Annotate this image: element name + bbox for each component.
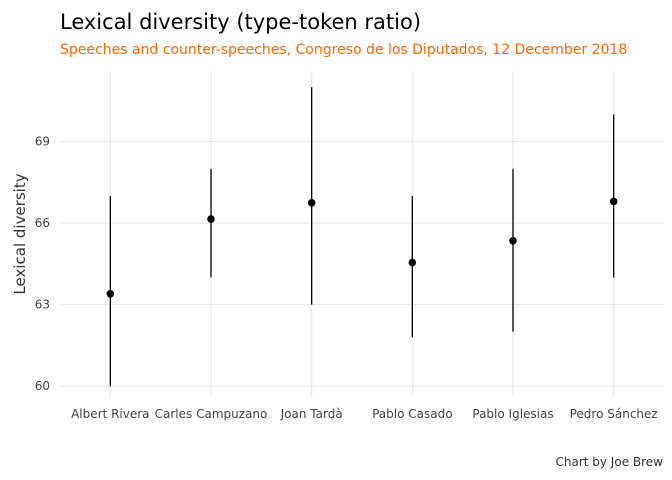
y-tick-label: 66 (35, 216, 50, 230)
chart-subtitle: Speeches and counter-speeches, Congreso … (60, 42, 627, 58)
y-tick-label: 60 (35, 379, 50, 393)
x-tick-label: Pablo Iglesias (472, 407, 553, 421)
data-point (609, 197, 618, 206)
x-tick-label: Joan Tardà (280, 407, 343, 421)
y-axis-label: Lexical diversity (11, 173, 29, 294)
x-tick-label: Pablo Casado (372, 407, 452, 421)
x-tick-label: Carles Campuzano (155, 407, 268, 421)
chart-title: Lexical diversity (type-token ratio) (60, 10, 421, 34)
x-tick-label: Albert Rivera (71, 407, 149, 421)
data-point (207, 215, 215, 223)
data-point (408, 258, 417, 267)
x-tick-label: Pedro Sánchez (570, 407, 658, 421)
chart-caption: Chart by Joe Brew (555, 455, 663, 469)
plot-area: 60 63 66 69 Albert Rivera Carles Campuzano Joa… (35, 71, 664, 421)
y-tick-label: 63 (35, 298, 50, 312)
data-point (509, 236, 517, 245)
y-tick-label: 69 (35, 135, 50, 149)
data-point (106, 289, 115, 298)
data-point (307, 198, 316, 207)
